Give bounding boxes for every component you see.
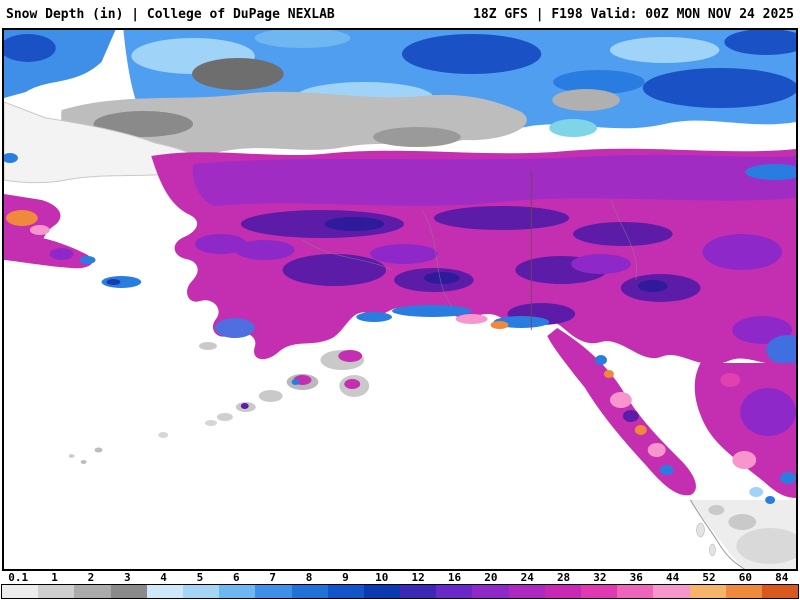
legend-color-cell bbox=[110, 585, 147, 598]
legend-color-cell bbox=[363, 585, 401, 598]
legend-color-cell bbox=[581, 585, 618, 598]
legend-color-cell bbox=[436, 585, 473, 598]
legend-color-cell bbox=[38, 585, 75, 598]
legend-label: 3 bbox=[123, 571, 131, 584]
legend-color-cell bbox=[2, 585, 39, 598]
legend-color-cell bbox=[291, 585, 328, 598]
chukotka-snow bbox=[4, 153, 96, 269]
legend-label: 10 bbox=[375, 571, 389, 584]
legend-color-cell bbox=[472, 585, 509, 598]
snow-depth-color-scale: 0.1 1 2 3 4 5 6 7 8 9 10 12 16 20 24 28 32 36 44 52 60 84 bbox=[0, 571, 800, 600]
legend-label: 32 bbox=[593, 571, 607, 584]
legend-label: 0.1 bbox=[8, 571, 29, 584]
legend-label: 28 bbox=[556, 571, 571, 584]
product-title: Snow Depth (in) | College of DuPage NEXL… bbox=[6, 6, 335, 22]
sea-ice-edge-gray bbox=[4, 58, 527, 184]
legend-color-cell bbox=[182, 585, 220, 598]
legend-label: 8 bbox=[305, 571, 313, 584]
legend-label: 36 bbox=[629, 571, 643, 584]
legend-label: 44 bbox=[666, 571, 680, 584]
legend-label: 12 bbox=[411, 571, 425, 584]
alaska-snow-depth-map bbox=[4, 30, 796, 569]
region-boundaries bbox=[302, 199, 637, 307]
legend-label: 60 bbox=[738, 571, 752, 584]
north-slope-snow bbox=[192, 154, 796, 206]
legend-color-cell bbox=[617, 585, 654, 598]
legend-label: 84 bbox=[775, 571, 789, 584]
bc-interior-snow bbox=[694, 363, 796, 498]
legend-label: 2 bbox=[87, 571, 95, 584]
legend-color-cell bbox=[689, 585, 726, 598]
title-bar: Snow Depth (in) | College of DuPage NEXL… bbox=[0, 0, 800, 28]
legend-label: 5 bbox=[196, 571, 204, 584]
legend-color-cell bbox=[74, 585, 111, 598]
map-frame bbox=[2, 28, 798, 571]
legend-label: 4 bbox=[160, 571, 167, 584]
legend-color-cell bbox=[761, 585, 799, 598]
model-valid-time: 18Z GFS | F198 Valid: 00Z MON NOV 24 202… bbox=[473, 6, 794, 22]
legend-label: 6 bbox=[233, 571, 240, 584]
legend-labels: 0.1 1 2 3 4 5 6 7 8 9 10 12 16 20 24 28 32 36 44 52 60 84 bbox=[0, 571, 800, 584]
legend-bar bbox=[1, 584, 799, 599]
legend-color-cell bbox=[725, 585, 762, 598]
bering-sea-islands bbox=[68, 276, 217, 464]
mainland-snow bbox=[151, 148, 796, 366]
bc-coast-terrain bbox=[688, 487, 796, 569]
legend-label: 52 bbox=[702, 571, 716, 584]
legend-color-cell bbox=[327, 585, 364, 598]
legend-label: 20 bbox=[484, 571, 498, 584]
legend-color-cell bbox=[146, 585, 183, 598]
legend-color-cell bbox=[544, 585, 581, 598]
legend-color-cell bbox=[219, 585, 256, 598]
legend-color-cell bbox=[400, 585, 437, 598]
southeast-panhandle-snow bbox=[547, 328, 696, 496]
legend-label: 24 bbox=[520, 571, 534, 584]
aleutian-islands-snow bbox=[204, 350, 370, 426]
legend-label: 16 bbox=[447, 571, 462, 584]
legend-label: 9 bbox=[342, 571, 349, 584]
legend-color-cell bbox=[653, 585, 690, 598]
legend-label: 7 bbox=[269, 571, 276, 584]
legend-color-cell bbox=[255, 585, 292, 598]
legend-color-cell bbox=[508, 585, 545, 598]
legend-label: 1 bbox=[51, 571, 58, 584]
